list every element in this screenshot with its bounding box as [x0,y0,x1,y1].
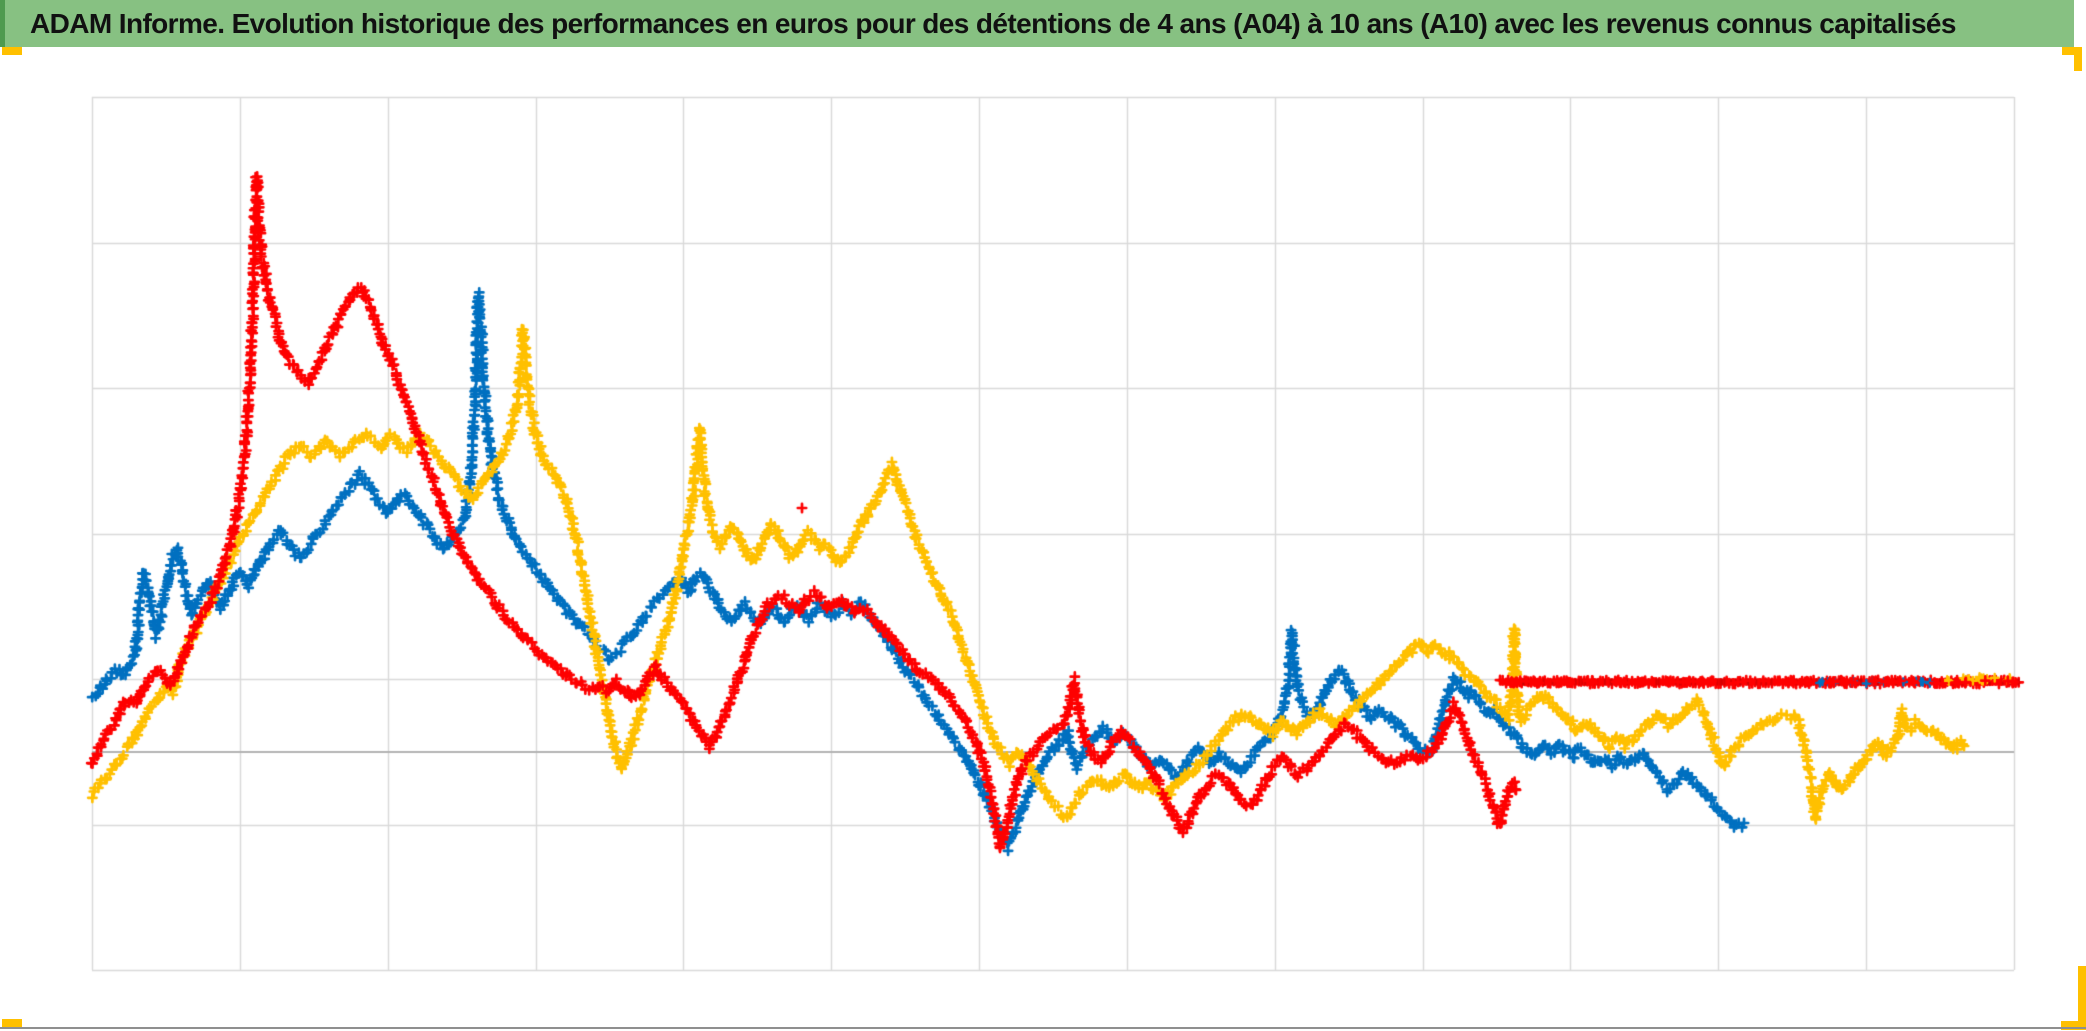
corner-accent-top-right-vertical [2074,47,2082,71]
corner-accent-bottom-right-horizontal [2061,1021,2086,1030]
page-title: ADAM Informe. Evolution historique des p… [30,7,1956,39]
bottom-divider [0,1027,2086,1029]
page-header: ADAM Informe. Evolution historique des p… [0,0,2074,47]
corner-accent-top-left [2,47,22,55]
corner-accent-bottom-right-vertical [2078,966,2086,1030]
corner-accent-bottom-left [2,1019,22,1028]
corner-accent-top-right-horizontal [2062,47,2082,55]
